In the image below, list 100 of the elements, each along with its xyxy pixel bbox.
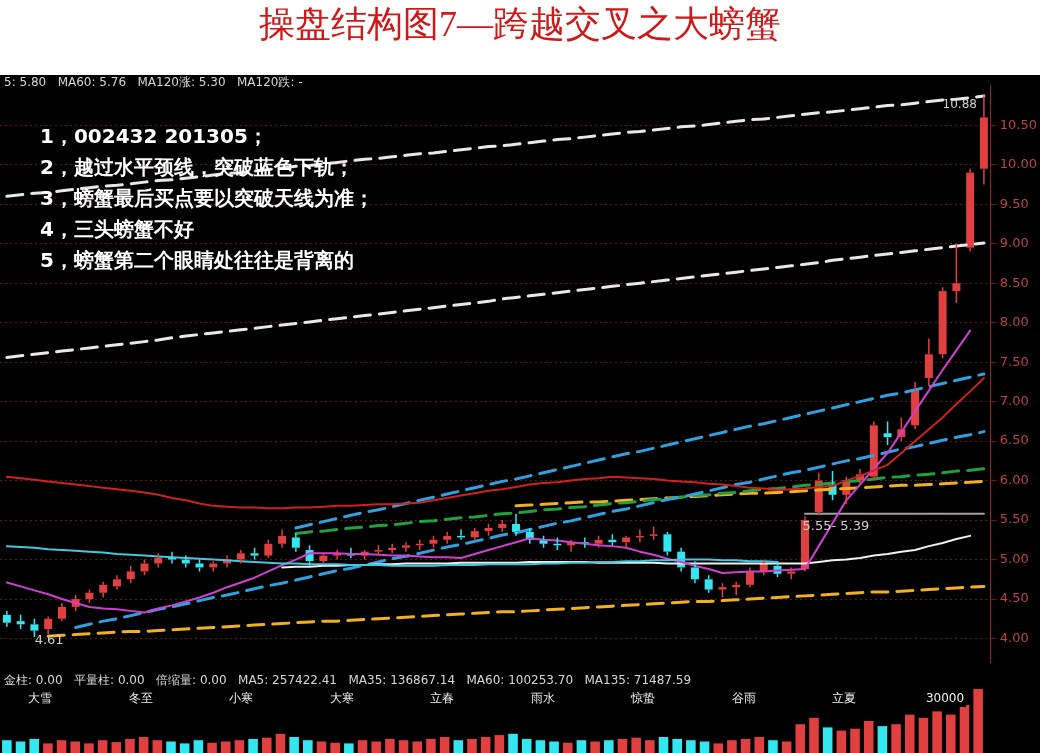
annotation: 冬至	[128, 691, 153, 706]
candlestick	[979, 94, 988, 186]
bar	[877, 726, 888, 753]
bar	[535, 740, 546, 753]
candlestick	[512, 513, 521, 537]
annotation: 10.88	[942, 97, 977, 112]
candlestick	[401, 541, 410, 553]
bar	[234, 740, 245, 753]
bar	[781, 741, 792, 753]
annotation: 谷雨	[731, 691, 756, 706]
candlestick	[99, 580, 108, 599]
y-tick-label: 7.50	[999, 353, 1029, 369]
bar	[125, 738, 135, 753]
bar	[590, 741, 600, 753]
bar	[918, 717, 929, 753]
bar	[973, 689, 983, 753]
bar	[385, 738, 395, 753]
bar	[2, 740, 12, 753]
bar	[152, 740, 163, 753]
bar	[357, 740, 368, 753]
y-tick-label: 5.50	[999, 511, 1029, 527]
y-tick-label: 10.50	[999, 116, 1037, 132]
bar	[549, 741, 559, 753]
bar	[289, 737, 299, 753]
candlestick	[470, 527, 479, 541]
bar	[412, 741, 423, 753]
bar	[822, 727, 833, 753]
candlestick	[112, 574, 121, 591]
candlestick	[952, 242, 961, 304]
bar	[508, 733, 518, 753]
bar	[850, 728, 860, 753]
y-tick-label: 9.50	[999, 195, 1029, 211]
annotation: 30000	[925, 691, 965, 706]
bar	[248, 738, 258, 753]
bar	[344, 743, 354, 753]
candlestick	[278, 528, 287, 549]
bar	[220, 741, 231, 753]
bar	[261, 737, 272, 753]
bar	[138, 737, 149, 753]
bar	[904, 714, 915, 753]
bar	[795, 724, 806, 753]
bar	[768, 740, 778, 753]
bar	[426, 738, 436, 753]
bar	[727, 740, 737, 753]
y-tick-label: 10.00	[999, 156, 1037, 172]
line-series	[294, 372, 986, 530]
bar	[754, 737, 765, 753]
bar	[604, 740, 614, 753]
candlestick	[168, 550, 177, 565]
bar	[316, 741, 327, 753]
bar	[562, 742, 573, 753]
bar	[959, 705, 970, 753]
bar	[398, 740, 409, 753]
bar	[371, 741, 381, 753]
bar	[672, 738, 682, 753]
line-series	[294, 467, 986, 535]
bar	[863, 721, 874, 753]
chart-subtitle: 5: 5.80 MA60: 5.76 MA120涨: 5.30 MA120跌: -	[4, 75, 303, 90]
y-tick-label: 5.00	[999, 550, 1029, 566]
candlestick	[924, 337, 933, 387]
bar	[740, 738, 751, 753]
bar	[932, 711, 942, 753]
bar	[166, 741, 176, 753]
annotation: 4.61	[34, 631, 64, 647]
bar	[207, 742, 217, 753]
annotation: 大寒	[329, 691, 354, 706]
y-tick-label: 8.00	[999, 314, 1029, 330]
bar	[275, 733, 286, 753]
y-tick-label: 4.00	[999, 629, 1029, 645]
bar	[946, 714, 956, 753]
bar	[84, 743, 94, 753]
bar	[809, 717, 819, 753]
bar	[56, 740, 67, 753]
line-series	[74, 430, 986, 629]
bar	[891, 724, 901, 753]
bar	[467, 738, 477, 753]
candlestick	[2, 610, 11, 628]
y-tick-label: 6.50	[999, 432, 1029, 448]
annotation: 雨水	[530, 691, 555, 706]
bar	[836, 730, 847, 753]
y-tick-label: 6.00	[999, 471, 1029, 487]
annotation: 小寒	[229, 691, 254, 706]
candlestick	[966, 167, 975, 253]
candlestick	[745, 566, 754, 588]
bar	[494, 735, 505, 753]
candlestick	[622, 535, 631, 549]
bar	[631, 737, 641, 753]
bar	[658, 737, 669, 753]
candlestick	[181, 554, 190, 569]
candlestick	[44, 615, 53, 636]
bar	[686, 740, 696, 753]
candlestick	[291, 532, 300, 553]
y-tick-label: 4.50	[999, 590, 1029, 606]
chart-subtitle: 金柱: 0.00 平量柱: 0.00 倍缩量: 0.00 MA5: 257422.41 MA35: 136867.14 MA60: 100253.70 MA135: 71487.59	[4, 673, 692, 688]
candlestick	[236, 549, 245, 565]
annotation: 3，螃蟹最后买点要以突破天线为准；	[40, 186, 374, 211]
bar	[43, 743, 53, 753]
bar	[480, 737, 491, 753]
bar	[179, 743, 190, 753]
annotation: 4，三头螃蟹不好	[40, 217, 194, 242]
